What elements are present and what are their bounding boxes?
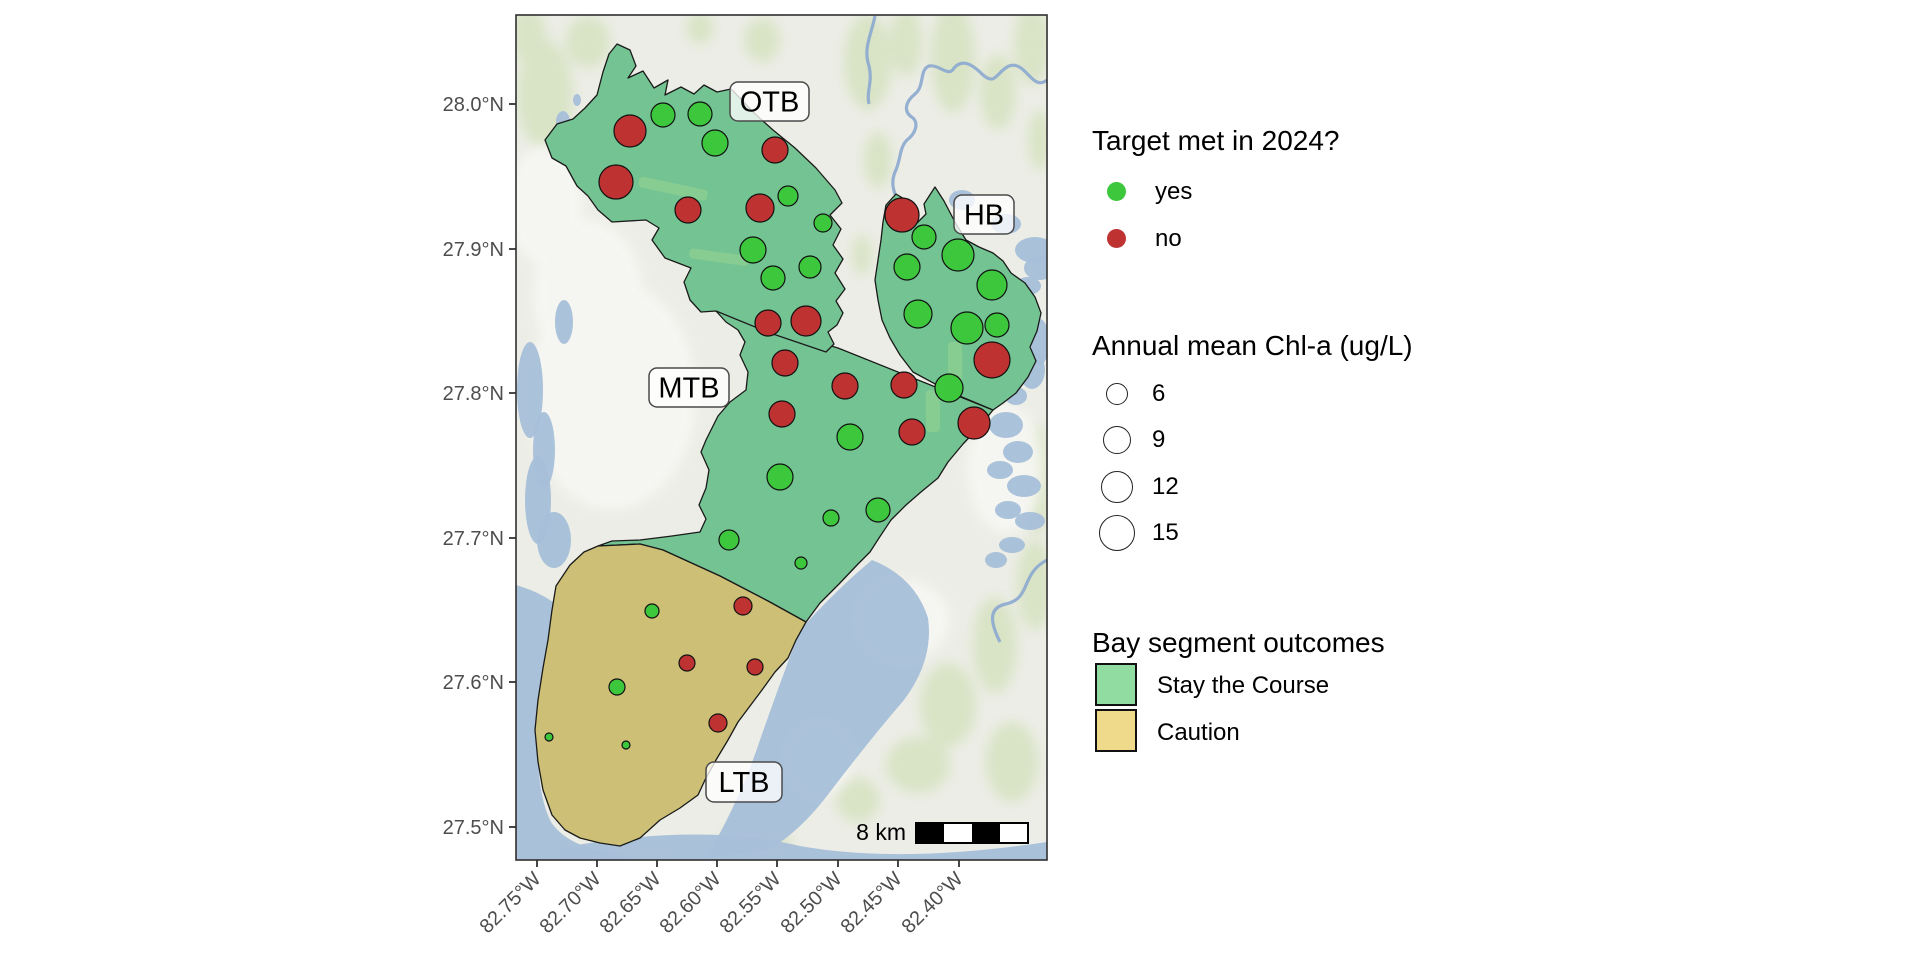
map-panel: OTB HB MTB LTB 8 km [516,15,1047,860]
legend-size-15-label: 15 [1152,519,1179,546]
station-dot-ltb-yes [644,603,660,619]
legend-caution-label: Caution [1157,719,1240,746]
station-dot-otb-no [790,305,822,337]
station-dot-mtb-no [898,418,926,446]
lat-tick-label: 27.9°N [443,239,504,261]
basemap-water [516,15,1047,860]
stations-layer [544,101,1011,750]
lon-tick-label: 82.50°W [777,868,847,938]
legend-yes-dot-icon [1107,182,1126,201]
station-dot-mtb-yes [836,423,864,451]
lat-tick-label: 27.5°N [443,817,504,839]
station-dot-ltb-yes [608,678,626,696]
station-dot-hb-yes [911,224,937,250]
lat-tick-label: 27.6°N [443,672,504,694]
lat-tick-label: 27.8°N [443,383,504,405]
size-circle-12-icon [1101,471,1133,503]
lon-tick-label: 82.45°W [837,868,907,938]
station-dot-mtb-no [768,400,796,428]
station-dot-ltb-no [708,713,728,733]
station-dot-otb-no [745,193,775,223]
segment-label-hb: HB [953,194,1015,235]
legend-outcomes-title: Bay segment outcomes [1092,627,1385,658]
station-dot-mtb-yes [766,463,794,491]
station-dot-ltb-no [746,658,764,676]
station-dot-otb-no [598,164,634,200]
svg-text:OTB: OTB [740,87,800,119]
station-dot-hb-no [973,341,1011,379]
seagrass-patch [689,248,749,266]
lat-tick-label: 27.7°N [443,528,504,550]
station-dot-otb-no [761,136,789,164]
lon-tick-label: 82.70°W [536,868,606,938]
map-frame [515,14,1048,861]
station-dot-ltb-yes [544,732,554,742]
svg-text:LTB: LTB [718,767,769,799]
station-dot-mtb-no [771,349,799,377]
legend-target-title: Target met in 2024? [1092,125,1340,156]
legend-yes-label: yes [1155,178,1193,205]
legend-size-6-label: 6 [1152,380,1166,407]
station-dot-otb-yes [760,265,786,291]
station-dot-hb-yes [941,238,975,272]
station-dot-mtb-no [831,372,859,400]
segment-label-otb: OTB [729,81,810,122]
legend-stay-the-course-label: Stay the Course [1157,672,1330,699]
lon-tick-label: 82.75°W [476,868,546,938]
size-circle-15-icon [1099,515,1135,551]
legend-no-dot-icon [1107,229,1126,248]
station-dot-otb-no [674,196,702,224]
legend-size-title: Annual mean Chl-a (ug/L) [1092,330,1413,361]
segment-ltb [534,543,807,847]
lon-tick-label: 82.40°W [898,868,968,938]
station-dot-otb-yes [650,102,676,128]
station-dot-hb-no [884,197,920,233]
station-dot-hb-yes [893,253,921,281]
station-dot-otb-no [613,114,647,148]
svg-text:HB: HB [964,200,1004,232]
station-dot-mtb-yes [865,497,891,523]
station-dot-mtb-yes [718,529,740,551]
legend-no-label: no [1155,225,1182,252]
lon-tick-label: 82.55°W [716,868,786,938]
scale-bar-label: 8 km [856,819,906,845]
station-dot-otb-yes [798,255,822,279]
size-circle-6-icon [1106,383,1128,405]
station-dot-otb-yes [813,213,833,233]
station-dot-mtb-yes [794,556,808,570]
station-dot-otb-no [754,309,782,337]
station-dot-hb-yes [950,311,984,345]
station-dot-mtb-no [890,371,918,399]
segment-label-mtb: MTB [648,367,730,408]
station-dot-hb-yes [903,299,933,329]
segment-label-ltb: LTB [705,761,783,803]
stay-the-course-swatch-icon [1095,663,1137,706]
station-dot-mtb-no [957,406,991,440]
station-dot-otb-yes [701,129,729,157]
station-dot-mtb-yes [934,373,964,403]
size-circle-9-icon [1103,426,1131,454]
caution-swatch-icon [1095,709,1137,752]
seagrass-patch [926,390,940,432]
station-dot-otb-yes [687,101,713,127]
station-dot-ltb-yes [621,740,631,750]
legend-size-12-label: 12 [1152,473,1179,500]
station-dot-hb-yes [976,269,1008,301]
station-dot-hb-yes [984,312,1010,338]
lon-tick-label: 82.65°W [596,868,666,938]
legend-size-9-label: 9 [1152,426,1166,453]
svg-text:MTB: MTB [658,373,719,405]
seagrass-patch [638,176,708,201]
station-dot-otb-yes [777,185,799,207]
station-dot-otb-yes [739,236,767,264]
station-dot-mtb-yes [822,509,840,527]
station-dot-ltb-no [678,654,696,672]
lat-tick-label: 28.0°N [443,94,504,116]
station-dot-ltb-no [733,596,753,616]
scale-bar: 8 km [856,819,1029,845]
lon-tick-label: 82.60°W [656,868,726,938]
